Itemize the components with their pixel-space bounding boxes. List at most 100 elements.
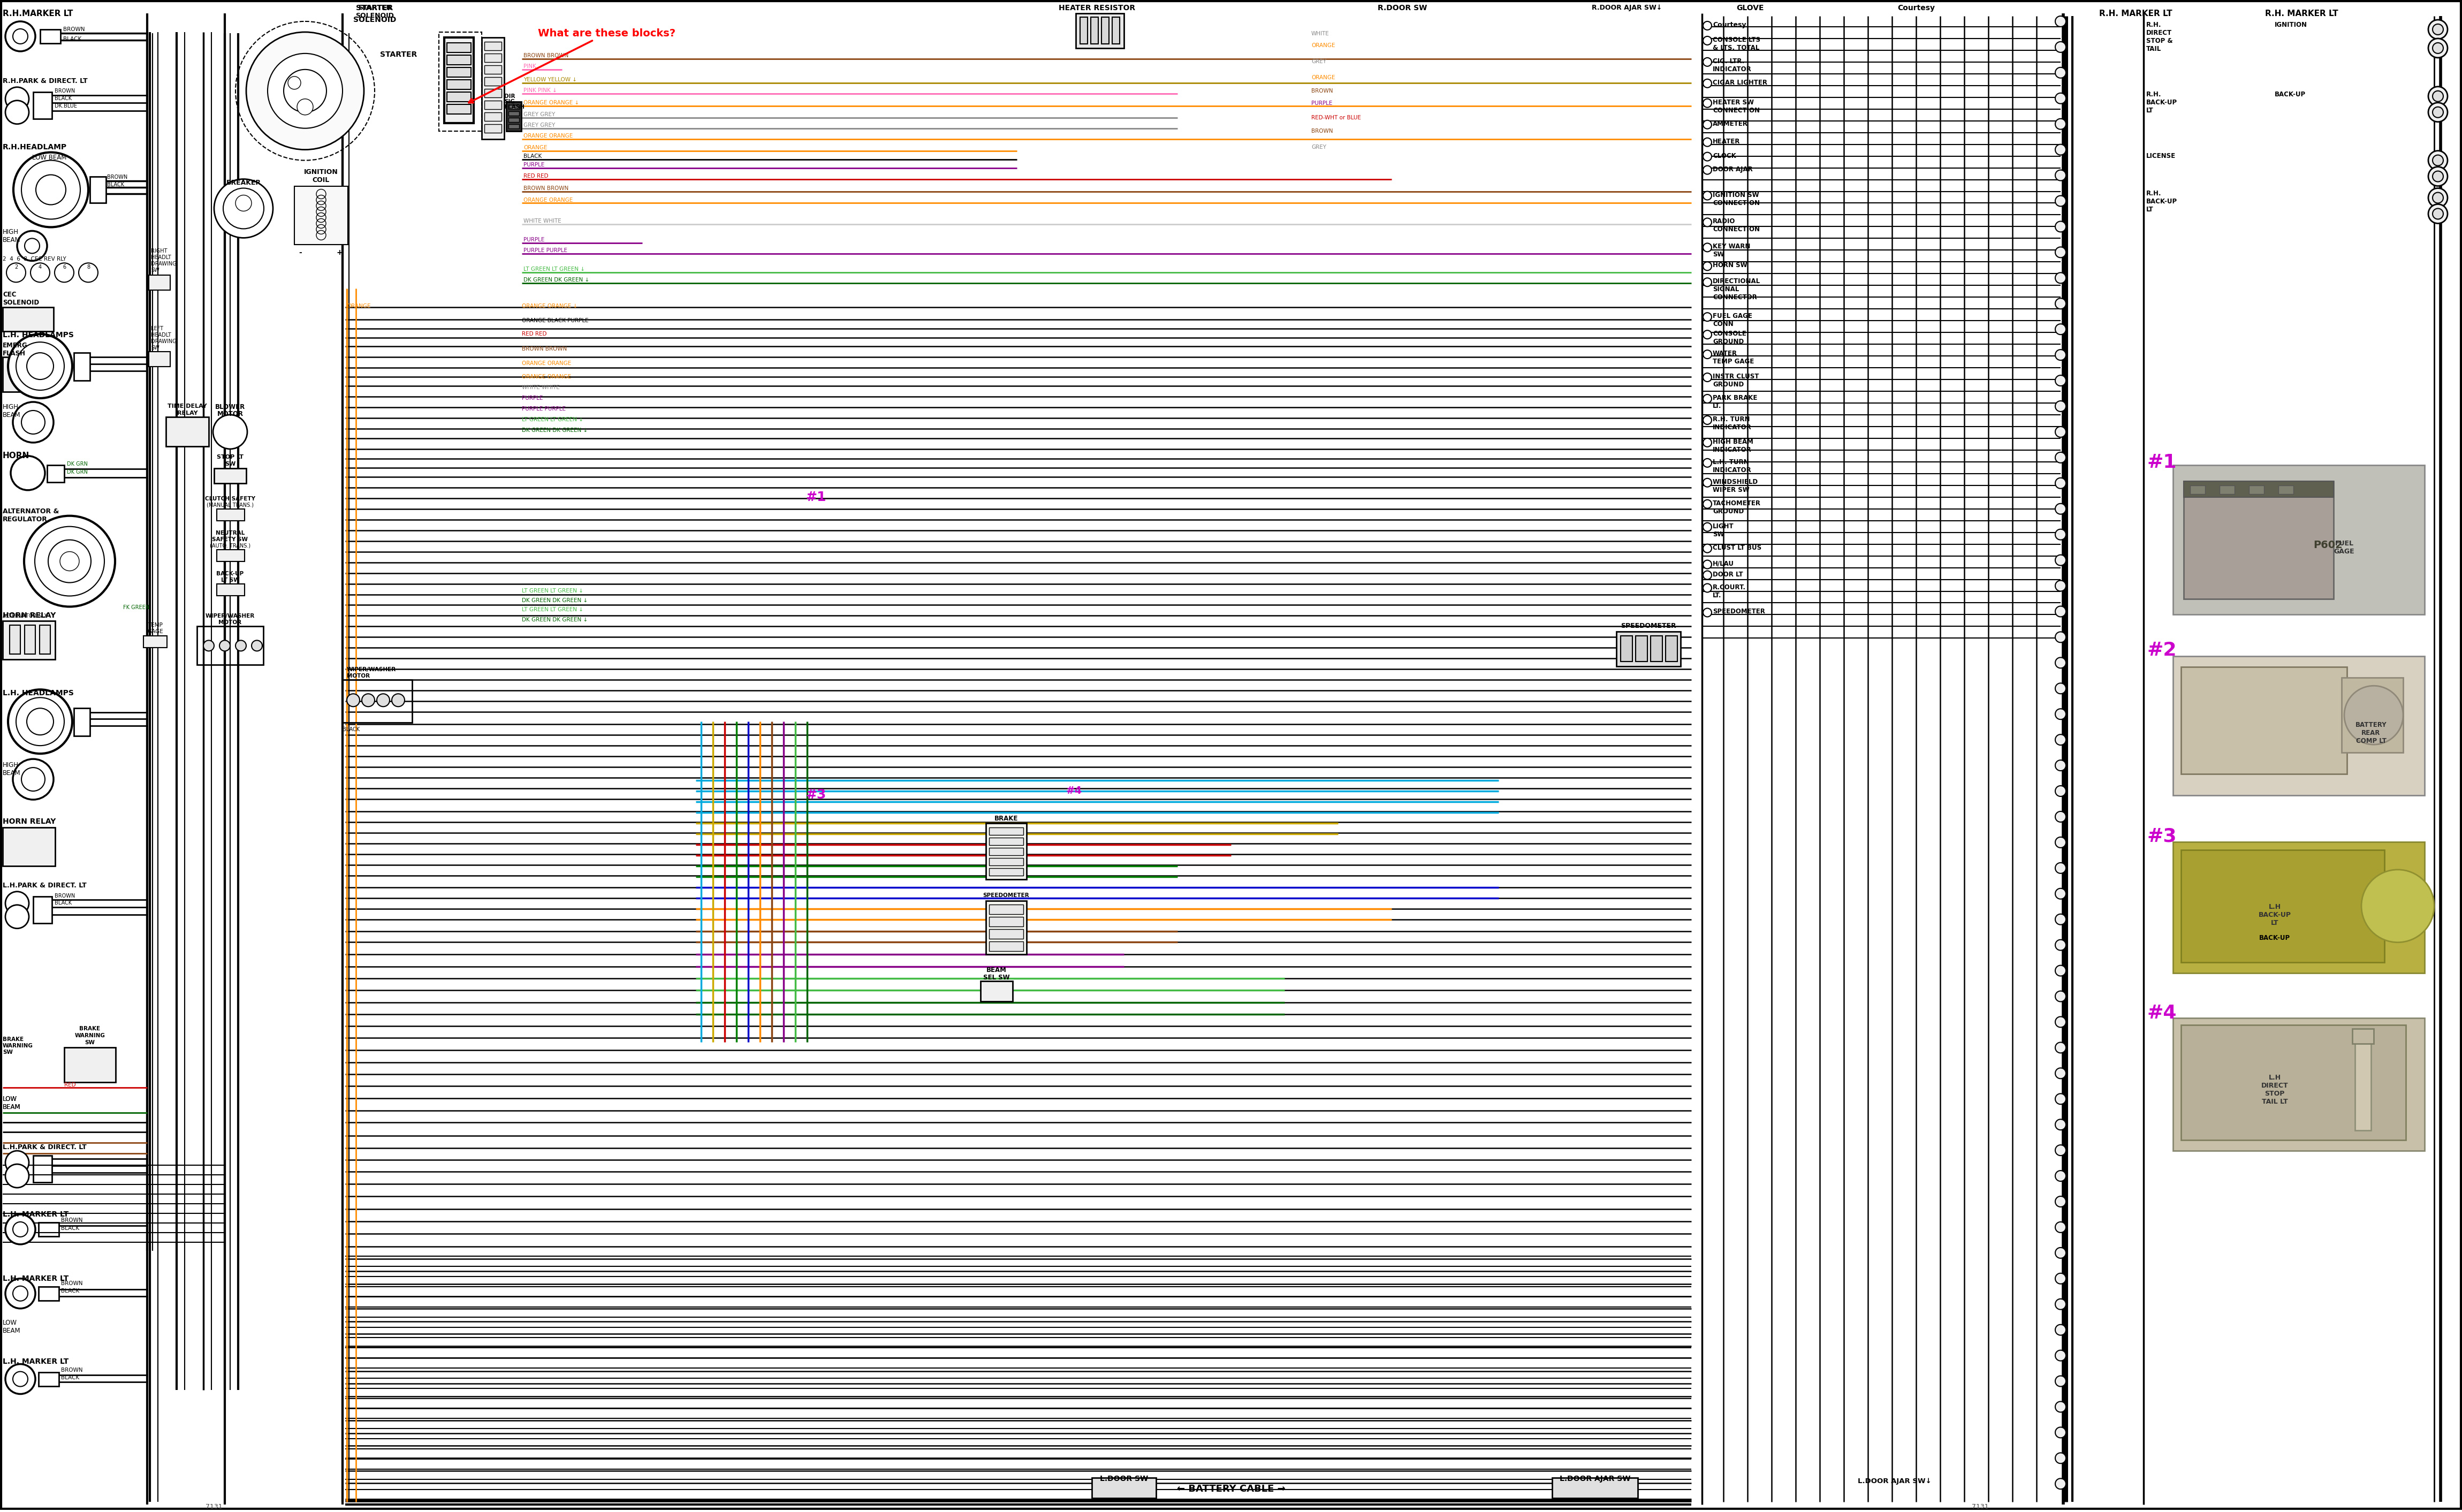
Text: BLACK: BLACK	[106, 181, 123, 187]
Bar	[2351, 1030, 2373, 1043]
Bar	[448, 68, 470, 77]
Text: BROWN: BROWN	[1312, 129, 1332, 133]
Text: BEAM: BEAM	[2, 1104, 20, 1111]
Circle shape	[2056, 529, 2066, 540]
Text: BATTERY
REAR
COMP LT: BATTERY REAR COMP LT	[2356, 721, 2386, 744]
Text: R.H.
DIRECT
STOP &
TAIL: R.H. DIRECT STOP & TAIL	[2147, 21, 2174, 53]
Circle shape	[1704, 416, 1711, 425]
Text: DOOR AJAR: DOOR AJAR	[1714, 166, 1753, 172]
Text: SPEEDOMETER: SPEEDOMETER	[1620, 623, 1677, 629]
Text: SOLENOID: SOLENOID	[2, 299, 39, 307]
Circle shape	[1704, 138, 1711, 147]
Text: RELAY: RELAY	[177, 410, 197, 416]
Circle shape	[2056, 658, 2066, 668]
Bar	[91, 177, 106, 203]
Bar	[510, 118, 519, 122]
Circle shape	[2056, 761, 2066, 771]
Text: Courtesy: Courtesy	[1898, 5, 1935, 12]
Circle shape	[2056, 606, 2066, 617]
Circle shape	[2428, 204, 2447, 224]
Bar	[985, 823, 1027, 880]
Circle shape	[5, 1151, 30, 1175]
Text: STOP LT: STOP LT	[217, 454, 244, 460]
Circle shape	[25, 516, 116, 606]
Bar	[448, 42, 470, 53]
Bar	[148, 275, 170, 290]
Text: HORN: HORN	[2, 452, 30, 460]
Bar	[39, 1287, 59, 1300]
Text: FLASH: FLASH	[2, 351, 25, 357]
Text: R.H.PARK & DIRECT. LT: R.H.PARK & DIRECT. LT	[2, 77, 89, 85]
Circle shape	[2056, 555, 2066, 565]
Circle shape	[214, 178, 273, 237]
Text: GREY GREY: GREY GREY	[524, 112, 554, 116]
Circle shape	[1704, 584, 1711, 593]
Text: HEADLT: HEADLT	[150, 333, 172, 337]
Text: BROWN: BROWN	[54, 88, 74, 94]
Bar	[990, 848, 1024, 856]
Text: BEAM: BEAM	[2, 411, 20, 419]
Bar	[990, 916, 1024, 927]
Circle shape	[2056, 503, 2066, 514]
Circle shape	[79, 263, 98, 283]
Text: LT GREEN LT GREEN ↓: LT GREEN LT GREEN ↓	[522, 417, 583, 422]
Circle shape	[22, 410, 44, 434]
Bar	[214, 469, 246, 484]
Circle shape	[49, 540, 91, 582]
Circle shape	[2056, 683, 2066, 694]
Text: ORANGE: ORANGE	[347, 304, 372, 308]
Text: L.H
DIRECT
STOP
TAIL LT: L.H DIRECT STOP TAIL LT	[2260, 1075, 2287, 1105]
Circle shape	[25, 239, 39, 254]
Text: MOTOR: MOTOR	[347, 673, 369, 679]
Text: BROWN: BROWN	[54, 894, 74, 898]
Circle shape	[2056, 1016, 2066, 1027]
Circle shape	[2056, 144, 2066, 156]
Circle shape	[2056, 1145, 2066, 1155]
Circle shape	[2056, 786, 2066, 797]
Bar	[143, 637, 167, 647]
Text: DK GREEN DK GREEN ↓: DK GREEN DK GREEN ↓	[522, 428, 588, 432]
Circle shape	[2432, 209, 2442, 219]
Text: BROWN BROWN: BROWN BROWN	[524, 53, 569, 59]
Circle shape	[2432, 192, 2442, 203]
Circle shape	[1704, 57, 1711, 67]
Text: DK GREEN DK GREEN ↓: DK GREEN DK GREEN ↓	[522, 597, 588, 603]
Text: #4: #4	[2147, 1004, 2176, 1022]
Circle shape	[17, 231, 47, 262]
Text: SAFETY SW: SAFETY SW	[212, 537, 249, 541]
Circle shape	[2056, 1222, 2066, 1232]
Circle shape	[298, 98, 313, 115]
Text: RIGHT: RIGHT	[150, 248, 167, 254]
Text: BEAM: BEAM	[2, 1104, 20, 1111]
Bar	[1091, 1477, 1157, 1498]
Text: PURPLE: PURPLE	[1312, 100, 1332, 106]
Circle shape	[2056, 1093, 2066, 1104]
Text: HEATER RESISTOR: HEATER RESISTOR	[1059, 5, 1135, 12]
Bar	[32, 92, 52, 118]
Circle shape	[2432, 171, 2442, 181]
Circle shape	[236, 641, 246, 652]
Text: R.H. MARKER LT: R.H. MARKER LT	[2265, 9, 2339, 18]
Text: PURPLE: PURPLE	[524, 237, 544, 242]
Circle shape	[2056, 1273, 2066, 1284]
Text: IGNITION SW
CONNECTION: IGNITION SW CONNECTION	[1714, 192, 1760, 206]
Text: BEAM: BEAM	[2, 237, 20, 243]
Text: GLOVE: GLOVE	[1736, 5, 1763, 12]
Circle shape	[2056, 246, 2066, 257]
Circle shape	[1704, 523, 1711, 531]
Circle shape	[2056, 272, 2066, 283]
Text: GREY: GREY	[1312, 144, 1327, 150]
Circle shape	[2056, 1196, 2066, 1207]
Text: L.H.PARK & DIRECT. LT: L.H.PARK & DIRECT. LT	[2, 881, 86, 889]
Circle shape	[5, 1364, 34, 1394]
Circle shape	[10, 457, 44, 490]
Text: BROWN: BROWN	[1312, 88, 1332, 94]
Bar	[148, 352, 170, 367]
Circle shape	[2056, 939, 2066, 951]
Text: HIGH BEAM
INDICATOR: HIGH BEAM INDICATOR	[1714, 438, 1753, 454]
Text: HEATER SW
CONNECTION: HEATER SW CONNECTION	[1714, 98, 1760, 113]
Circle shape	[2344, 686, 2403, 744]
Bar	[74, 708, 91, 736]
Circle shape	[2056, 452, 2066, 463]
Text: R.H.
BACK-UP
LT: R.H. BACK-UP LT	[2147, 189, 2176, 213]
